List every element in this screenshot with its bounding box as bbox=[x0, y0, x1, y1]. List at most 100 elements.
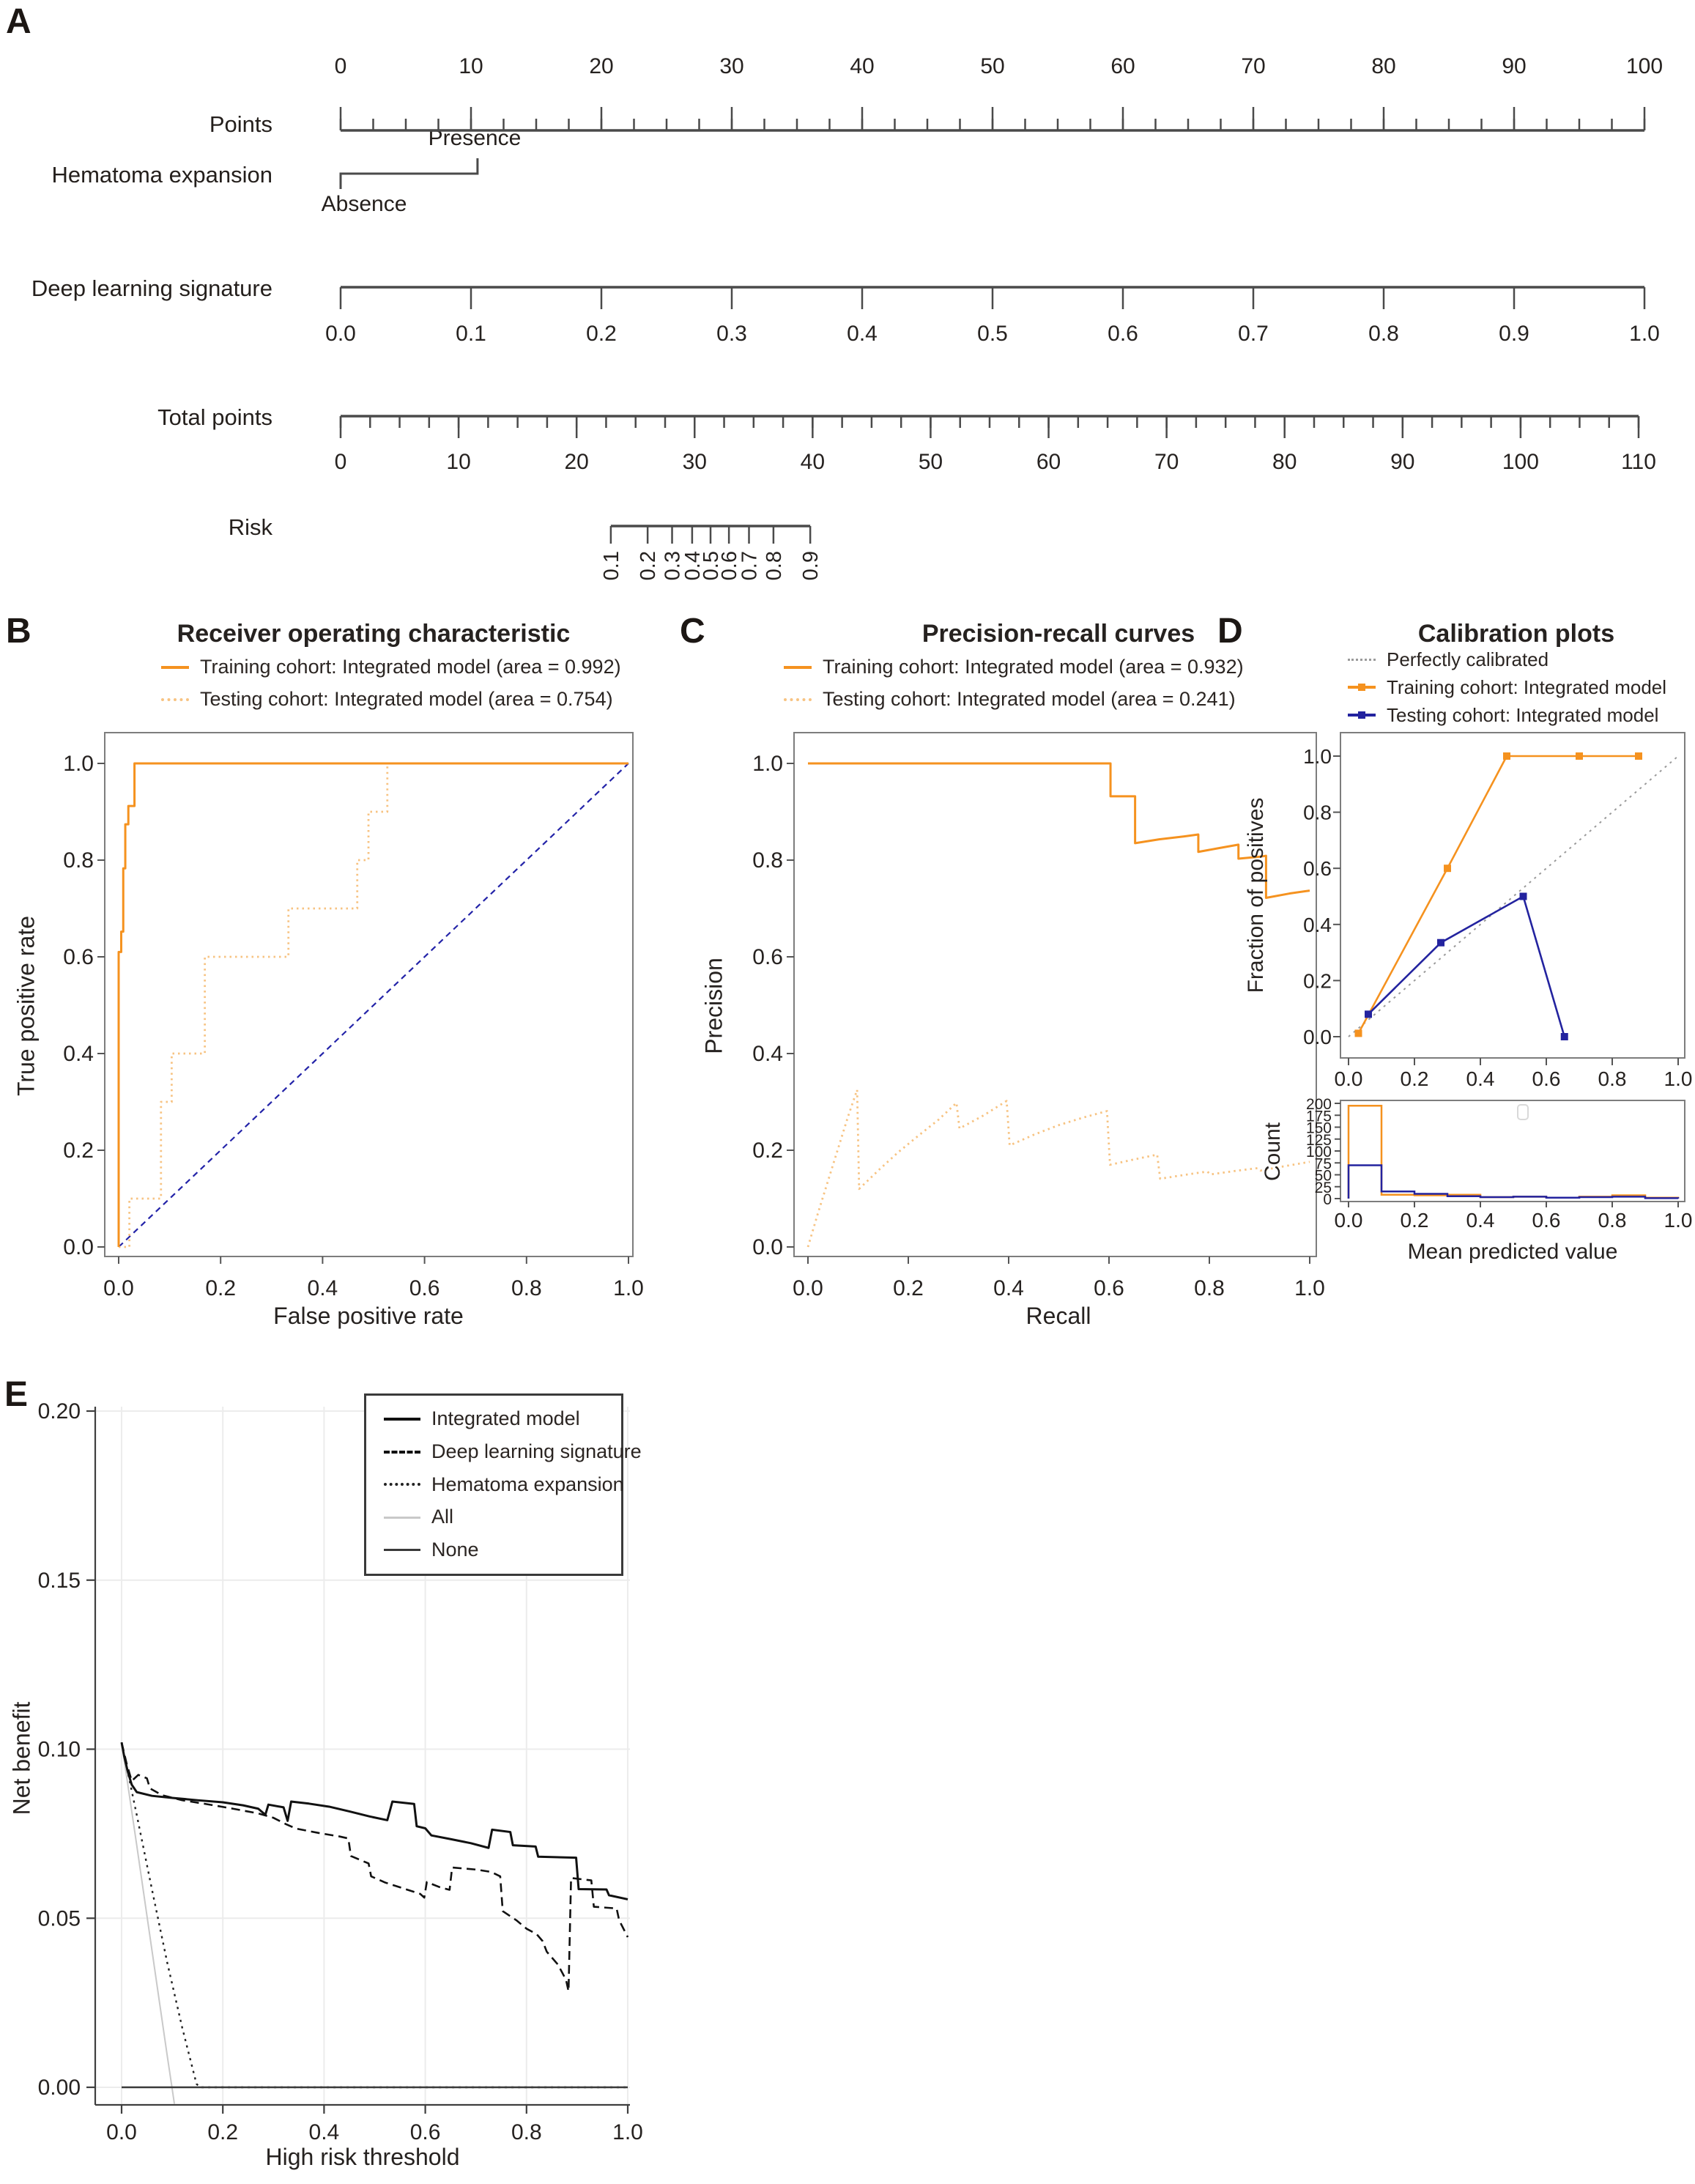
svg-text:0.00: 0.00 bbox=[38, 2076, 81, 2100]
svg-text:0.2: 0.2 bbox=[63, 1139, 94, 1163]
svg-text:0.9: 0.9 bbox=[1499, 322, 1529, 346]
svg-text:0.8: 0.8 bbox=[1598, 1209, 1627, 1232]
svg-text:0.0: 0.0 bbox=[1335, 1209, 1363, 1232]
panel-d-letter: D bbox=[1217, 612, 1243, 651]
svg-text:0.6: 0.6 bbox=[1094, 1276, 1124, 1300]
svg-text:0.8: 0.8 bbox=[752, 848, 783, 873]
svg-text:1.0: 1.0 bbox=[1664, 1209, 1693, 1232]
svg-text:0.2: 0.2 bbox=[586, 322, 617, 346]
svg-text:0: 0 bbox=[335, 450, 347, 474]
calibration-legend-training: Training cohort: Integrated model bbox=[1348, 677, 1666, 698]
svg-text:0.05: 0.05 bbox=[38, 1906, 81, 1931]
svg-text:80: 80 bbox=[1272, 450, 1297, 474]
svg-text:0.3: 0.3 bbox=[661, 551, 685, 580]
nomogram-row-label-total-points: Total points bbox=[157, 404, 272, 430]
panel-e: E 0.00 0.05 0.10 0.15 0.20 0.0 0.2 0.4 0.6 0.8 1.0… bbox=[0, 1377, 740, 2184]
svg-text:0.3: 0.3 bbox=[716, 322, 747, 346]
roc-xlabel: False positive rate bbox=[273, 1303, 464, 1329]
svg-text:0.8: 0.8 bbox=[1303, 802, 1332, 824]
svg-text:0.6: 0.6 bbox=[752, 945, 783, 969]
svg-text:0.8: 0.8 bbox=[1368, 322, 1399, 346]
pr-legend-testing: Testing cohort: Integrated model (area =… bbox=[784, 688, 1236, 711]
perfectly-calibrated-line-icon bbox=[1348, 658, 1376, 661]
decision-ylabel: Net benefit bbox=[8, 1701, 35, 1815]
svg-text:0.2: 0.2 bbox=[893, 1276, 924, 1300]
panel-a: A Points Hematoma expansion Deep learnin… bbox=[0, 0, 1695, 601]
pr-legend-testing-label: Testing cohort: Integrated model (area =… bbox=[823, 688, 1236, 710]
decision-legend-none: None bbox=[384, 1539, 621, 1561]
decision-curve-plot: 0.00 0.05 0.10 0.15 0.20 0.0 0.2 0.4 0.6 0.8 1.0 bbox=[38, 1399, 643, 2144]
svg-text:100: 100 bbox=[1502, 450, 1539, 474]
svg-text:100: 100 bbox=[1306, 1144, 1332, 1161]
svg-text:0.2: 0.2 bbox=[1401, 1209, 1429, 1232]
svg-text:1.0: 1.0 bbox=[1294, 1276, 1325, 1300]
svg-text:0: 0 bbox=[335, 54, 347, 78]
svg-text:0.15: 0.15 bbox=[38, 1569, 81, 1593]
svg-text:0.2: 0.2 bbox=[637, 551, 660, 580]
svg-text:200: 200 bbox=[1306, 1096, 1332, 1113]
svg-text:0.0: 0.0 bbox=[1335, 1067, 1363, 1090]
nomogram-row-label-dls: Deep learning signature bbox=[31, 275, 272, 301]
svg-text:0.0: 0.0 bbox=[103, 1276, 134, 1300]
svg-text:0.6: 0.6 bbox=[409, 1276, 440, 1300]
svg-text:125: 125 bbox=[1306, 1132, 1332, 1149]
svg-text:75: 75 bbox=[1315, 1155, 1332, 1172]
svg-text:0.7: 0.7 bbox=[738, 551, 762, 580]
panel-c: C Precision-recall curves Training cohor… bbox=[674, 608, 1333, 1385]
svg-text:0.8: 0.8 bbox=[511, 1276, 542, 1300]
svg-text:0.6: 0.6 bbox=[1532, 1067, 1561, 1090]
calibration-legend-training-label: Training cohort: Integrated model bbox=[1387, 676, 1667, 698]
decision-legend-integrated-label: Integrated model bbox=[431, 1407, 580, 1430]
svg-text:100: 100 bbox=[1626, 54, 1663, 78]
deep-learning-signature-line-icon bbox=[384, 1450, 420, 1454]
hematoma-expansion-line-icon bbox=[384, 1483, 420, 1487]
roc-plot: 0.0 0.2 0.4 0.6 0.8 1.0 0.0 0.2 0.4 0.6 0.8 1.0 bbox=[63, 732, 644, 1300]
nomogram-row-label-points: Points bbox=[209, 111, 272, 137]
decision-legend-box: Integrated model Deep learning signature… bbox=[364, 1393, 642, 1576]
svg-text:150: 150 bbox=[1306, 1120, 1332, 1137]
panel-e-letter: E bbox=[4, 1375, 29, 1414]
pr-xlabel: Recall bbox=[1025, 1303, 1091, 1329]
calibration-plot: 0.0 0.2 0.4 0.6 0.8 1.0 0.0 0.2 0.4 0.6 0.8 1.0 0255… bbox=[1303, 732, 1693, 1232]
decision-legend-integrated: Integrated model bbox=[384, 1408, 621, 1430]
svg-text:90: 90 bbox=[1502, 54, 1526, 78]
svg-text:1.0: 1.0 bbox=[613, 1276, 644, 1300]
calibration-testing-marker-icon bbox=[1348, 714, 1376, 717]
svg-text:60: 60 bbox=[1036, 450, 1061, 474]
svg-text:60: 60 bbox=[1110, 54, 1135, 78]
svg-text:0.8: 0.8 bbox=[1194, 1276, 1225, 1300]
svg-text:0.8: 0.8 bbox=[1598, 1067, 1627, 1090]
panel-a-letter: A bbox=[6, 2, 31, 41]
roc-legend-training: Training cohort: Integrated model (area … bbox=[161, 656, 621, 678]
panel-b-letter: B bbox=[6, 612, 31, 651]
svg-text:0: 0 bbox=[1323, 1191, 1332, 1208]
svg-text:0.0: 0.0 bbox=[63, 1235, 94, 1259]
svg-text:0.6: 0.6 bbox=[410, 2120, 441, 2144]
calibration-legend-perfect: Perfectly calibrated bbox=[1348, 649, 1549, 670]
svg-text:0.7: 0.7 bbox=[1238, 322, 1269, 346]
pr-legend-training-label: Training cohort: Integrated model (area … bbox=[823, 656, 1244, 678]
calibration-legend-testing: Testing cohort: Integrated model bbox=[1348, 705, 1658, 726]
decision-legend-all: All bbox=[384, 1506, 621, 1528]
count-xlabel: Mean predicted value bbox=[1407, 1240, 1618, 1264]
svg-text:0.4: 0.4 bbox=[1303, 914, 1332, 936]
svg-text:110: 110 bbox=[1621, 450, 1656, 474]
svg-text:70: 70 bbox=[1154, 450, 1179, 474]
svg-text:0.4: 0.4 bbox=[752, 1042, 783, 1066]
svg-text:0.20: 0.20 bbox=[38, 1399, 81, 1424]
roc-training-line-icon bbox=[161, 665, 189, 669]
svg-text:90: 90 bbox=[1390, 450, 1414, 474]
pr-legend-training: Training cohort: Integrated model (area … bbox=[784, 656, 1244, 678]
nomogram-absence-label: Absence bbox=[321, 192, 407, 216]
svg-text:80: 80 bbox=[1371, 54, 1395, 78]
svg-text:0.2: 0.2 bbox=[1401, 1067, 1429, 1090]
svg-text:20: 20 bbox=[564, 450, 588, 474]
svg-text:0.4: 0.4 bbox=[309, 2120, 340, 2144]
panel-c-letter: C bbox=[680, 612, 705, 651]
svg-text:0.9: 0.9 bbox=[799, 551, 823, 580]
svg-text:25: 25 bbox=[1315, 1180, 1332, 1196]
nomogram-row-label-hematoma: Hematoma expansion bbox=[51, 162, 272, 188]
svg-text:50: 50 bbox=[1315, 1168, 1332, 1185]
nomogram-row-label-risk: Risk bbox=[228, 514, 272, 540]
